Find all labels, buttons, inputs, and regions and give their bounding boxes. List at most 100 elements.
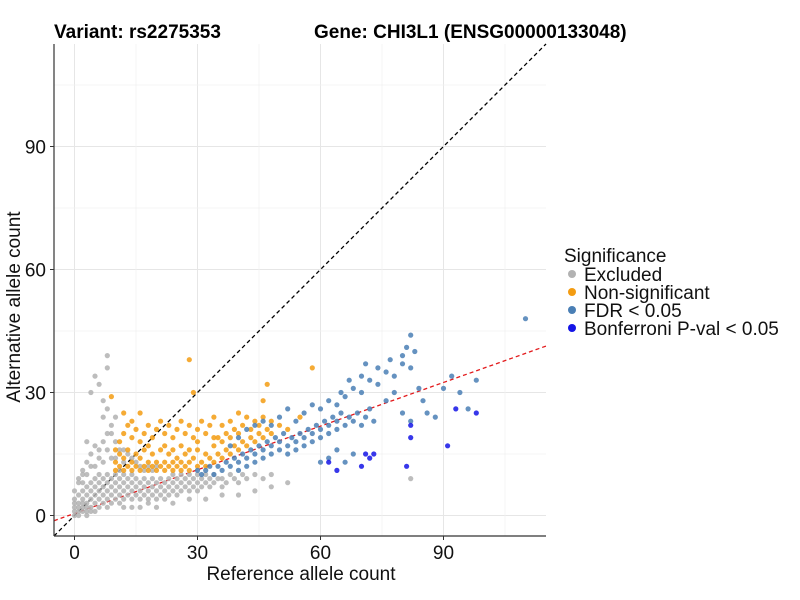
point-nonsig	[190, 389, 196, 396]
point-fdr	[301, 443, 307, 449]
point-excluded	[88, 508, 94, 514]
point-excluded	[112, 439, 119, 445]
y-tick-label: 60	[25, 261, 46, 282]
point-bonf	[334, 467, 340, 473]
point-bonf	[445, 443, 451, 449]
point-fdr	[199, 471, 205, 478]
point-nonsig	[264, 426, 270, 432]
point-excluded	[104, 504, 110, 510]
point-nonsig	[203, 463, 209, 469]
point-fdr	[358, 389, 365, 396]
point-nonsig	[297, 414, 303, 420]
point-fdr	[268, 443, 274, 449]
point-excluded	[137, 496, 143, 502]
y-axis-title: Alternative allele count	[4, 211, 25, 403]
point-nonsig	[137, 467, 143, 473]
point-nonsig	[215, 435, 221, 441]
point-excluded	[88, 451, 94, 457]
point-excluded	[80, 508, 86, 514]
point-nonsig	[219, 455, 225, 461]
point-fdr	[338, 410, 344, 416]
point-excluded	[108, 492, 114, 498]
point-excluded	[88, 488, 94, 494]
axes	[53, 44, 546, 537]
point-fdr	[375, 381, 381, 387]
point-excluded	[141, 492, 147, 498]
point-excluded	[71, 508, 78, 514]
point-excluded	[84, 439, 90, 445]
point-nonsig	[117, 463, 123, 469]
point-fdr	[272, 435, 278, 441]
point-nonsig	[129, 435, 135, 441]
point-excluded	[199, 476, 205, 482]
y-tick-label: 0	[35, 507, 46, 528]
point-excluded	[145, 488, 151, 494]
point-fdr	[416, 385, 422, 391]
point-excluded	[166, 484, 172, 490]
point-excluded	[231, 476, 237, 482]
point-excluded	[162, 488, 168, 494]
point-nonsig	[244, 443, 250, 449]
tick-labels: 0 30 60 90 0 30 60 90	[25, 138, 454, 565]
point-fdr	[412, 348, 418, 355]
point-excluded	[137, 488, 143, 494]
point-nonsig	[174, 426, 180, 432]
point-nonsig	[182, 430, 188, 437]
point-excluded	[108, 430, 114, 437]
point-nonsig	[145, 443, 151, 449]
point-nonsig	[158, 418, 164, 424]
point-nonsig	[125, 447, 131, 453]
point-excluded	[137, 463, 143, 469]
point-excluded	[174, 484, 180, 490]
point-excluded	[121, 488, 127, 494]
point-bonf	[473, 410, 479, 416]
point-nonsig	[170, 459, 176, 465]
point-excluded	[84, 484, 90, 490]
point-excluded	[100, 439, 106, 445]
point-fdr	[215, 463, 221, 469]
x-tick-label: 90	[433, 543, 454, 564]
point-nonsig	[133, 451, 139, 457]
point-excluded	[186, 471, 192, 478]
point-fdr	[350, 418, 356, 424]
point-nonsig	[178, 418, 184, 424]
point-nonsig	[162, 459, 168, 465]
point-excluded	[80, 471, 86, 478]
point-fdr	[399, 410, 406, 416]
point-fdr	[334, 418, 340, 424]
y-tick-label: 30	[25, 384, 46, 405]
point-excluded	[145, 480, 151, 486]
point-fdr	[408, 332, 414, 338]
point-excluded	[96, 504, 102, 510]
point-excluded	[211, 480, 217, 486]
point-excluded	[125, 451, 131, 457]
point-fdr	[305, 426, 311, 432]
reference-lines	[53, 43, 547, 537]
point-nonsig	[186, 422, 192, 428]
point-excluded	[141, 476, 147, 482]
point-fdr	[252, 422, 258, 428]
point-nonsig	[260, 398, 266, 404]
x-tick-label: 60	[310, 543, 331, 564]
point-nonsig	[158, 463, 164, 469]
point-excluded	[121, 459, 127, 465]
point-nonsig	[166, 451, 172, 457]
point-fdr	[363, 361, 369, 367]
x-tick-label: 30	[187, 543, 208, 564]
point-nonsig	[145, 459, 151, 465]
point-nonsig	[153, 467, 160, 473]
point-excluded	[170, 480, 176, 486]
point-nonsig	[121, 410, 127, 416]
point-excluded	[88, 463, 94, 469]
point-fdr	[342, 459, 348, 465]
point-nonsig	[260, 435, 266, 441]
chart-title-variant: Variant: rs2275353	[54, 22, 221, 43]
point-excluded	[223, 480, 229, 486]
point-fdr	[244, 463, 250, 469]
point-excluded	[408, 476, 414, 482]
point-excluded	[108, 500, 114, 506]
point-fdr	[350, 385, 356, 391]
point-excluded	[125, 484, 131, 490]
legend-label-excluded: Excluded	[584, 265, 662, 286]
